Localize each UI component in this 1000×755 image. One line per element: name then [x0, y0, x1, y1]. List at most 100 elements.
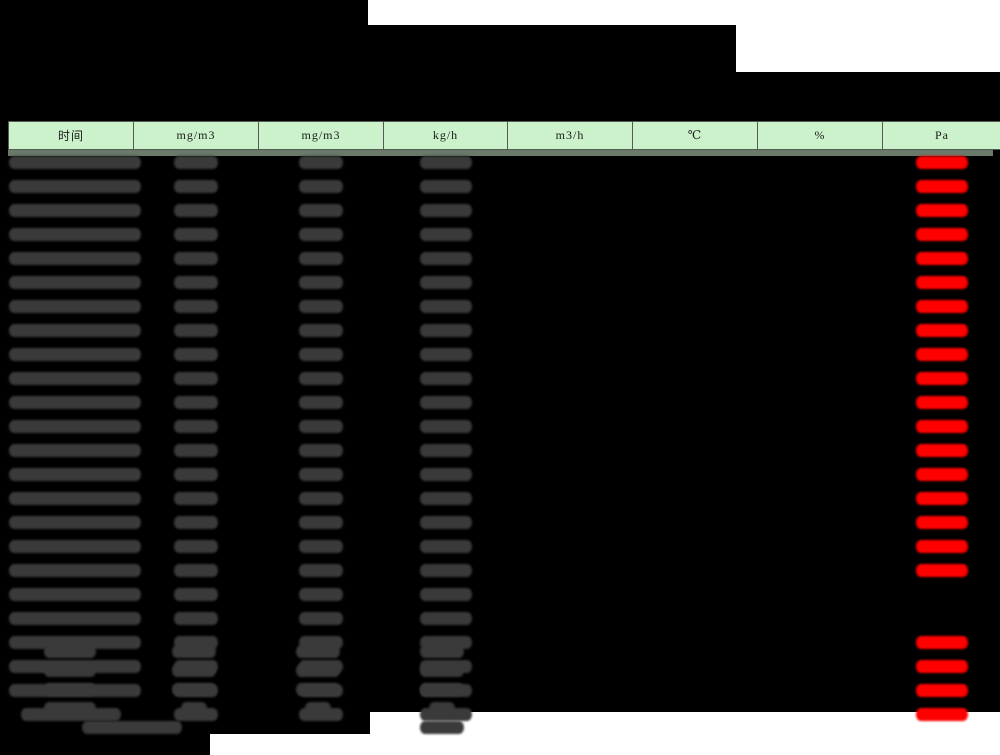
table-row[interactable]	[8, 582, 1000, 606]
cell-pressure	[883, 246, 1000, 270]
table-row[interactable]	[8, 366, 1000, 390]
cell-conc-2	[259, 606, 384, 630]
cell-temperature	[633, 390, 758, 414]
cell-pressure	[883, 654, 1000, 678]
cell-temperature	[633, 558, 758, 582]
cell-temperature	[633, 198, 758, 222]
backdrop-panel-main	[0, 72, 1000, 712]
column-header-conc-1[interactable]: mg/m3	[133, 121, 259, 150]
cell-temperature	[633, 246, 758, 270]
column-header-mass-flow[interactable]: kg/h	[383, 121, 508, 150]
cell-mass-flow	[384, 534, 508, 558]
cell-time	[8, 246, 141, 270]
cell-pressure	[883, 630, 1000, 654]
column-header-humidity[interactable]: %	[757, 121, 883, 150]
table-row[interactable]	[8, 462, 1000, 486]
table-row[interactable]	[8, 246, 1000, 270]
table-row[interactable]	[8, 222, 1000, 246]
cell-temperature	[633, 582, 758, 606]
cell-humidity	[758, 414, 883, 438]
cell-humidity	[758, 534, 883, 558]
cell-temperature	[633, 366, 758, 390]
cell-pressure	[883, 438, 1000, 462]
cell-mass-flow	[384, 390, 508, 414]
cell-time	[8, 198, 141, 222]
cell-time	[8, 174, 141, 198]
column-header-temperature[interactable]: ℃	[632, 121, 758, 150]
table-row[interactable]	[8, 558, 1000, 582]
summary-value	[132, 643, 256, 661]
cell-time	[8, 486, 141, 510]
cell-conc-1	[134, 318, 259, 342]
cell-humidity	[758, 246, 883, 270]
summary-value	[380, 662, 504, 680]
cell-temperature	[633, 534, 758, 558]
table-row[interactable]	[8, 174, 1000, 198]
cell-time	[8, 366, 141, 390]
table-row[interactable]	[8, 270, 1000, 294]
cell-conc-1	[134, 390, 259, 414]
cell-temperature	[633, 294, 758, 318]
cell-temperature	[633, 270, 758, 294]
cell-conc-2	[259, 462, 384, 486]
cell-vol-flow	[508, 174, 633, 198]
cell-pressure	[883, 486, 1000, 510]
column-header-conc-2[interactable]: mg/m3	[258, 121, 384, 150]
table-row[interactable]	[8, 294, 1000, 318]
cell-conc-1	[134, 414, 259, 438]
cell-mass-flow	[384, 270, 508, 294]
cell-humidity	[758, 654, 883, 678]
cell-humidity	[758, 558, 883, 582]
cell-pressure	[883, 462, 1000, 486]
cell-time	[8, 438, 141, 462]
cell-vol-flow	[508, 150, 633, 175]
summary-value	[256, 681, 380, 699]
cell-vol-flow	[508, 414, 633, 438]
cell-mass-flow	[384, 558, 508, 582]
header-shadow-strip	[8, 148, 993, 156]
table-row[interactable]	[8, 486, 1000, 510]
summary-label	[8, 643, 132, 661]
cell-pressure	[883, 702, 1000, 726]
cell-vol-flow	[508, 342, 633, 366]
cell-pressure	[883, 294, 1000, 318]
cell-time	[8, 318, 141, 342]
cell-vol-flow	[508, 534, 633, 558]
table-row[interactable]	[8, 318, 1000, 342]
cell-mass-flow	[384, 246, 508, 270]
cell-temperature	[633, 318, 758, 342]
cell-time	[8, 222, 141, 246]
table-row[interactable]	[8, 438, 1000, 462]
cell-conc-1	[134, 582, 259, 606]
table-row[interactable]	[8, 414, 1000, 438]
table-row[interactable]	[8, 534, 1000, 558]
table-row[interactable]	[8, 390, 1000, 414]
cell-vol-flow	[508, 366, 633, 390]
cell-conc-1	[134, 366, 259, 390]
column-header-pressure[interactable]: Pa	[882, 121, 1000, 150]
cell-time	[8, 534, 141, 558]
cell-conc-2	[259, 270, 384, 294]
cell-temperature	[633, 438, 758, 462]
column-header-vol-flow[interactable]: m3/h	[507, 121, 633, 150]
table-row[interactable]	[8, 606, 1000, 630]
summary-label	[8, 662, 132, 680]
cell-conc-1	[134, 270, 259, 294]
cell-conc-1	[134, 486, 259, 510]
cell-humidity	[758, 198, 883, 222]
table-row[interactable]	[8, 510, 1000, 534]
summary-value	[256, 700, 380, 718]
column-header-time[interactable]: 时间	[8, 121, 134, 150]
summary-row	[8, 642, 708, 661]
table-row[interactable]	[8, 150, 1000, 175]
table-row[interactable]	[8, 198, 1000, 222]
cell-humidity	[758, 390, 883, 414]
cell-humidity	[758, 582, 883, 606]
cell-pressure	[883, 150, 1000, 175]
cell-conc-2	[259, 246, 384, 270]
cell-conc-1	[134, 558, 259, 582]
cell-humidity	[758, 438, 883, 462]
table-row[interactable]	[8, 342, 1000, 366]
cell-temperature	[633, 342, 758, 366]
cell-conc-2	[259, 414, 384, 438]
